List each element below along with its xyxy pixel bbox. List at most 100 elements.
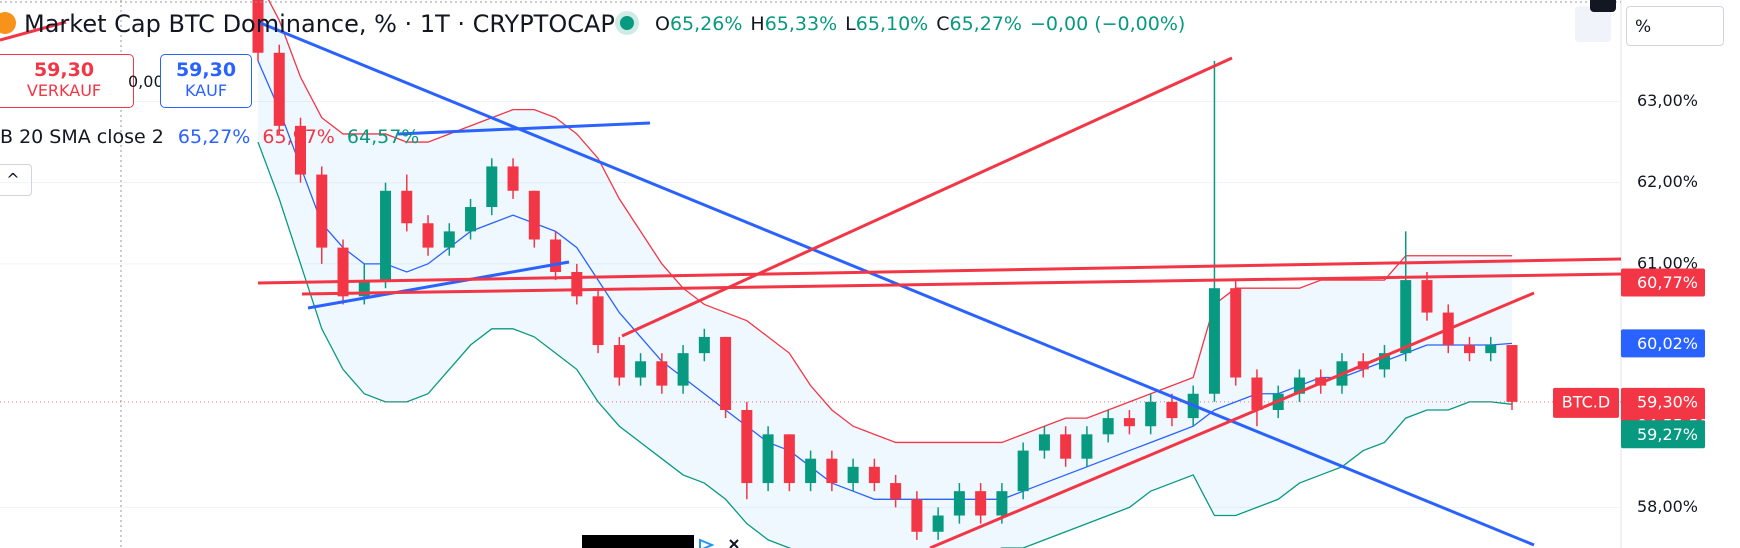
ad-close[interactable] (729, 539, 739, 548)
symbol-title[interactable]: Market Cap BTC Dominance, % · 1T · CRYPT… (24, 10, 615, 38)
candle-body (252, 0, 264, 53)
candle-body (1017, 450, 1029, 492)
candle-body (1166, 401, 1178, 419)
candle-body (1378, 353, 1390, 370)
trend-line (257, 257, 1622, 285)
candle-body (507, 166, 519, 191)
candle-body (762, 434, 774, 484)
candle-body (911, 499, 923, 532)
candle-body (826, 458, 838, 484)
trend-line (0, 20, 67, 42)
ohlc-legend: O65,26% H65,33% L65,10% C65,27% −0,00 (−0,00… (655, 13, 1185, 35)
candle-body (1123, 418, 1135, 427)
ohlc-key: C (936, 13, 950, 35)
candle-body (1038, 434, 1050, 451)
ohlc-change: −0,00 (−0,00%) (1029, 13, 1186, 35)
indicator-value: 65,27% (177, 126, 251, 148)
ohlc-key: O (655, 13, 670, 35)
candle-body (571, 271, 583, 297)
collapse-button[interactable]: ^ (0, 164, 32, 196)
candle-body (1102, 418, 1114, 435)
candle-body (550, 239, 562, 272)
candle-body (783, 434, 795, 484)
coin-icon (0, 12, 16, 34)
ohlc-value: 65,27% (949, 13, 1022, 35)
price-tag (1621, 420, 1705, 449)
band-line (257, 141, 1513, 548)
scale-mode[interactable]: % (1626, 6, 1724, 46)
candle-body (613, 345, 625, 378)
candle-body (1251, 377, 1263, 410)
toolbar-button[interactable] (1575, 6, 1611, 42)
trend-line (621, 56, 1233, 338)
candle-body (932, 515, 944, 532)
price-tag-label: 60,02% (1637, 334, 1698, 353)
sell-button[interactable]: 59,30 VERKAUF (0, 54, 134, 108)
y-tick-label: 63,00% (1637, 91, 1698, 110)
ohlc-value: 65,33% (764, 13, 838, 35)
ohlc-key: L (845, 13, 856, 35)
y-tick-label: 61,00% (1637, 253, 1698, 272)
y-tick-label: 58,00% (1637, 497, 1698, 516)
candle-body (1421, 280, 1433, 313)
y-tick-label: 62,00% (1637, 172, 1698, 191)
add-button[interactable] (1590, 0, 1616, 12)
candle-body (273, 52, 285, 126)
candle-body (741, 409, 753, 484)
candle-body (465, 207, 477, 232)
trend-line (301, 272, 1622, 296)
band-fill (258, 0, 1512, 548)
candle-body (720, 336, 732, 410)
candle-body (1230, 288, 1242, 378)
ohlc-value: 65,26% (669, 13, 743, 35)
buy-button[interactable]: 59,30 KAUF (160, 54, 252, 108)
candle-body (443, 231, 455, 248)
symbol-tag-label: BTC.D (1562, 392, 1610, 411)
buy-price: 59,30 (175, 59, 237, 81)
indicator-legend[interactable]: B 20 SMA close 2 65,27% 65,97% 64,57% (0, 126, 419, 148)
buy-label: KAUF (184, 81, 228, 100)
candle-body (337, 247, 349, 297)
candle-body (316, 174, 328, 248)
candle-body (1400, 280, 1412, 354)
trend-line (307, 260, 570, 310)
trend-line (929, 291, 1535, 548)
candle-body (890, 483, 902, 500)
candle-body (656, 361, 668, 386)
price-tag-label: 60,77% (1637, 273, 1698, 292)
band-line (267, 0, 1512, 444)
candle-body (1506, 345, 1518, 402)
candle-body (847, 466, 859, 484)
trend-line (397, 121, 651, 136)
candle-body (592, 296, 604, 346)
sell-label: VERKAUF (26, 81, 102, 100)
candle-body (401, 190, 413, 224)
candle-body (358, 280, 370, 297)
candle-body (528, 190, 540, 240)
ad-icon[interactable] (699, 538, 715, 548)
price-tag-label: 59,27% (1637, 425, 1698, 444)
candle-body (868, 466, 880, 484)
indicator-value: 65,97% (262, 126, 335, 148)
candle-body (380, 190, 392, 281)
price-tags: 60,77%60,02%59,30%04:55:50BTC.D59,27% (0, 268, 1709, 449)
candle-body (1485, 345, 1497, 354)
sell-price: 59,30 (33, 59, 95, 81)
candle-body (953, 491, 965, 516)
candle-body (422, 223, 434, 248)
price-tag (1621, 329, 1705, 358)
candle-body (1081, 434, 1093, 459)
candle-body (1060, 434, 1072, 459)
candle-body (677, 353, 689, 386)
ad-banner[interactable] (582, 535, 694, 548)
price-tag-label: 59,30% (1637, 392, 1698, 411)
market-status (620, 16, 634, 30)
drawings (0, 20, 1622, 548)
candle-body (996, 491, 1008, 516)
bands (257, 0, 1513, 548)
price-tag (1621, 268, 1705, 297)
candle-body (295, 125, 307, 175)
indicator-value: 64,57% (346, 126, 420, 148)
